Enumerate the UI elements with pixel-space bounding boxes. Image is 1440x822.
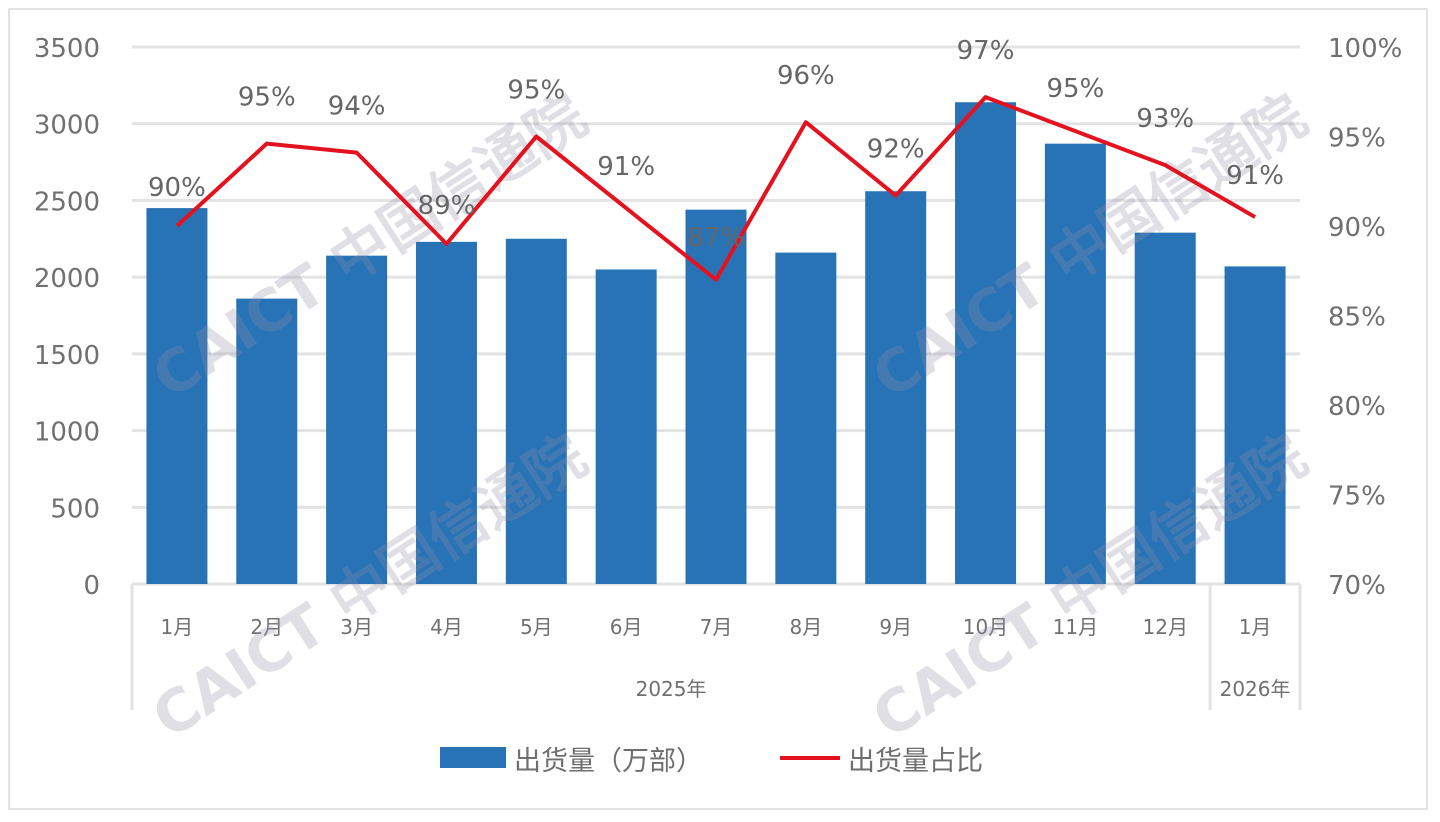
category-label: 1月: [1239, 615, 1272, 639]
bar: [505, 238, 567, 585]
left-axis-tick: 3000: [34, 111, 100, 141]
bar: [685, 209, 747, 585]
category-label: 5月: [520, 615, 553, 639]
data-label: 87%: [687, 223, 745, 253]
left-axis-tick: 2500: [34, 187, 100, 217]
bar: [775, 252, 837, 584]
data-labels: 90% 95% 94% 89% 95% 91% 87% 96% 92% 97% 95% 93% 91%: [148, 36, 1284, 253]
right-axis-tick: 100%: [1328, 34, 1402, 64]
line-series: [175, 95, 1257, 282]
share-line: [175, 95, 1257, 282]
left-y-axis: 0 500 1000 1500 2000 2500 3000 3500: [34, 34, 100, 601]
data-label: 97%: [957, 36, 1015, 66]
right-axis-tick: 85%: [1328, 303, 1386, 333]
data-label: 90%: [148, 173, 206, 203]
bar: [415, 241, 477, 584]
bar: [326, 255, 388, 585]
category-label: 4月: [430, 615, 463, 639]
left-axis-tick: 1000: [34, 418, 100, 448]
legend: 出货量（万部） 出货量占比: [440, 746, 983, 777]
category-label: 12月: [1143, 615, 1188, 639]
right-axis-tick: 90%: [1328, 213, 1386, 243]
right-axis-tick: 80%: [1328, 392, 1386, 422]
category-label: 11月: [1053, 615, 1098, 639]
data-label: 95%: [238, 83, 296, 113]
data-label: 95%: [1046, 74, 1104, 104]
data-label: 94%: [328, 92, 386, 122]
category-label: 3月: [340, 615, 373, 639]
left-axis-tick: 2000: [34, 264, 100, 294]
data-label: 91%: [1226, 161, 1284, 191]
bar: [1134, 232, 1196, 585]
bar: [865, 191, 927, 585]
bar-series: [146, 102, 1286, 585]
left-axis-tick: 1500: [34, 341, 100, 371]
legend-bar-label: 出货量（万部）: [514, 746, 703, 777]
left-axis-tick: 0: [83, 571, 100, 601]
category-label: 8月: [789, 615, 822, 639]
data-label: 93%: [1136, 104, 1194, 134]
right-axis-tick: 70%: [1328, 571, 1386, 601]
data-label: 96%: [777, 61, 835, 91]
data-label: 91%: [597, 152, 655, 182]
category-label: 10月: [963, 615, 1008, 639]
legend-line-label: 出货量占比: [848, 746, 983, 777]
left-axis-tick: 3500: [34, 34, 100, 64]
category-label: 9月: [879, 615, 912, 639]
category-label: 6月: [610, 615, 643, 639]
bar: [236, 298, 298, 584]
bar: [1224, 266, 1286, 584]
left-axis-tick: 500: [50, 494, 100, 524]
group-label: 2026年: [1220, 677, 1291, 701]
bar: [146, 208, 208, 584]
data-label: 95%: [507, 76, 565, 106]
group-label: 2025年: [636, 677, 707, 701]
right-axis-tick: 95%: [1328, 124, 1386, 154]
bar: [1044, 143, 1106, 584]
legend-bar-swatch: [440, 747, 506, 768]
bar: [955, 102, 1017, 584]
data-label: 92%: [867, 135, 925, 165]
right-y-axis: 70% 75% 80% 85% 90% 95% 100%: [1328, 34, 1402, 601]
category-label: 2月: [250, 615, 283, 639]
bar: [595, 269, 657, 584]
data-label: 89%: [418, 191, 476, 221]
category-axis: 1月 2月 3月 4月 5月 6月 7月 8月 9月 10月 11月 12月 1月 2025年 2026年: [130, 584, 1302, 710]
right-axis-tick: 75%: [1328, 482, 1386, 512]
category-label: 7月: [700, 615, 733, 639]
category-label: 1月: [161, 615, 194, 639]
